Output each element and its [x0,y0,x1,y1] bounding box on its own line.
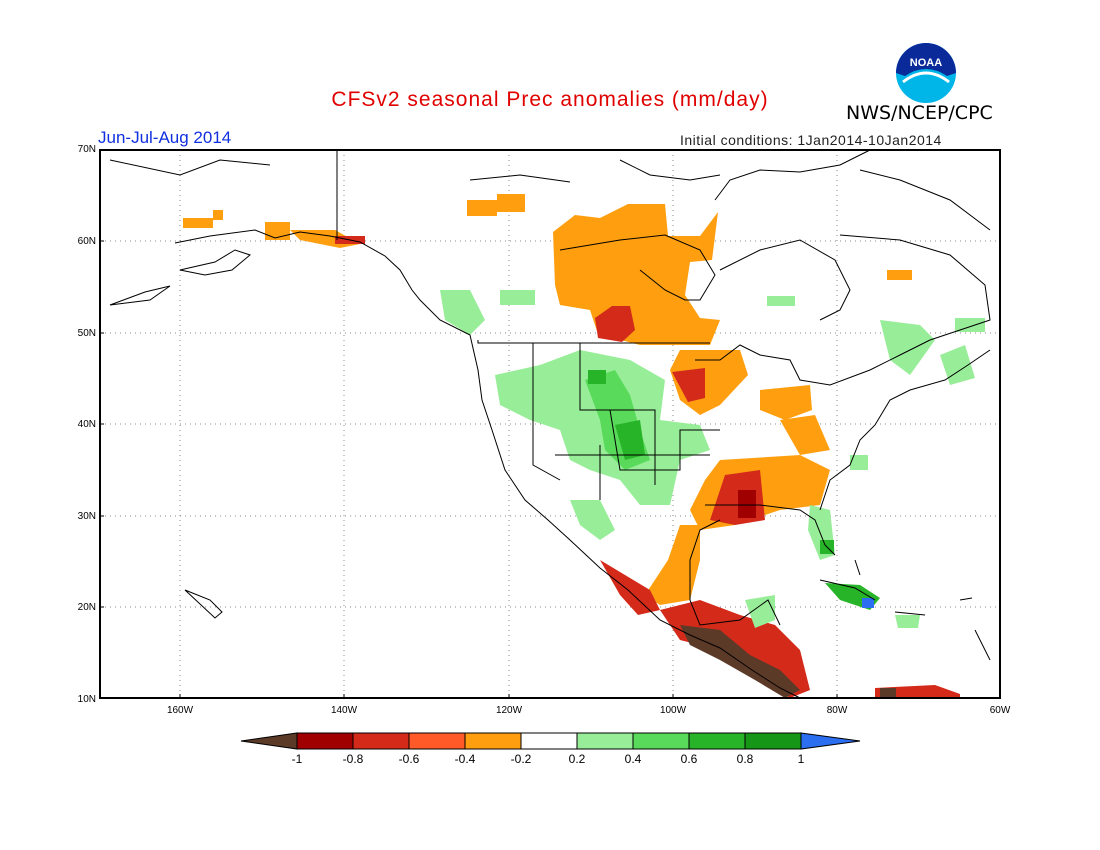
lon-label-120w: 120W [495,705,523,716]
colorbar-cell-neg08 [296,732,354,750]
colorbar-cell-gt-pos1 [800,732,861,750]
colorbar-label: -0.8 [342,752,364,766]
colorbar-label: 0.8 [736,752,754,766]
colorbar-label: -1 [291,752,303,766]
anomaly-canada-red [595,306,635,342]
colorbar-label: 0.4 [624,752,642,766]
colorbar-label: 0.6 [680,752,698,766]
lat-label-30n: 30N [77,511,96,522]
anomaly-texas-dry [645,525,700,605]
lon-label-160w: 160W [166,705,194,716]
colorbar-cell-neg02 [464,732,522,750]
logo-text: NOAA [910,57,942,69]
chart-title: CFSv2 seasonal Prec anomalies (mm/day) [331,88,769,111]
agency-label: NWS/NCEP/CPC [846,102,993,124]
colorbar-cell-pos08 [688,732,746,750]
colorbar-cell-neg04 [408,732,466,750]
anomaly-shading [183,194,985,698]
colorbar-cell-zero [520,732,578,750]
ticks [100,240,838,698]
lat-label-50n: 50N [77,328,96,339]
lon-label-60w: 60W [989,705,1011,716]
initial-conditions-label: Initial conditions: 1Jan2014-10Jan2014 [680,132,942,148]
colorbar [240,732,861,750]
lon-label-100w: 100W [659,705,687,716]
colorbar-cell-neg06 [352,732,410,750]
lat-label-40n: 40N [77,419,96,430]
colorbar-label: -0.4 [454,752,476,766]
lat-label-60n: 60N [77,236,96,247]
colorbar-cell-pos04 [576,732,634,750]
lon-label-140w: 140W [330,705,358,716]
coastlines [109,149,991,699]
colorbar-label: 1 [797,752,805,766]
lon-label-80w: 80W [826,705,848,716]
colorbar-cell-pos06 [632,732,690,750]
lat-label-10n: 10N [77,694,96,705]
colorbar-label: 0.2 [568,752,586,766]
colorbar-label: -0.6 [398,752,420,766]
lat-label-20n: 20N [77,602,96,613]
lat-label-70n: 70N [77,144,96,155]
colorbar-label: -0.2 [510,752,532,766]
anomaly-canada-dry [553,204,720,345]
colorbar-cell-pos1 [744,732,802,750]
noaa-logo: NOAA [896,43,956,103]
season-label: Jun-Jul-Aug 2014 [98,128,232,147]
colorbar-cell-lt-neg1 [240,732,298,750]
